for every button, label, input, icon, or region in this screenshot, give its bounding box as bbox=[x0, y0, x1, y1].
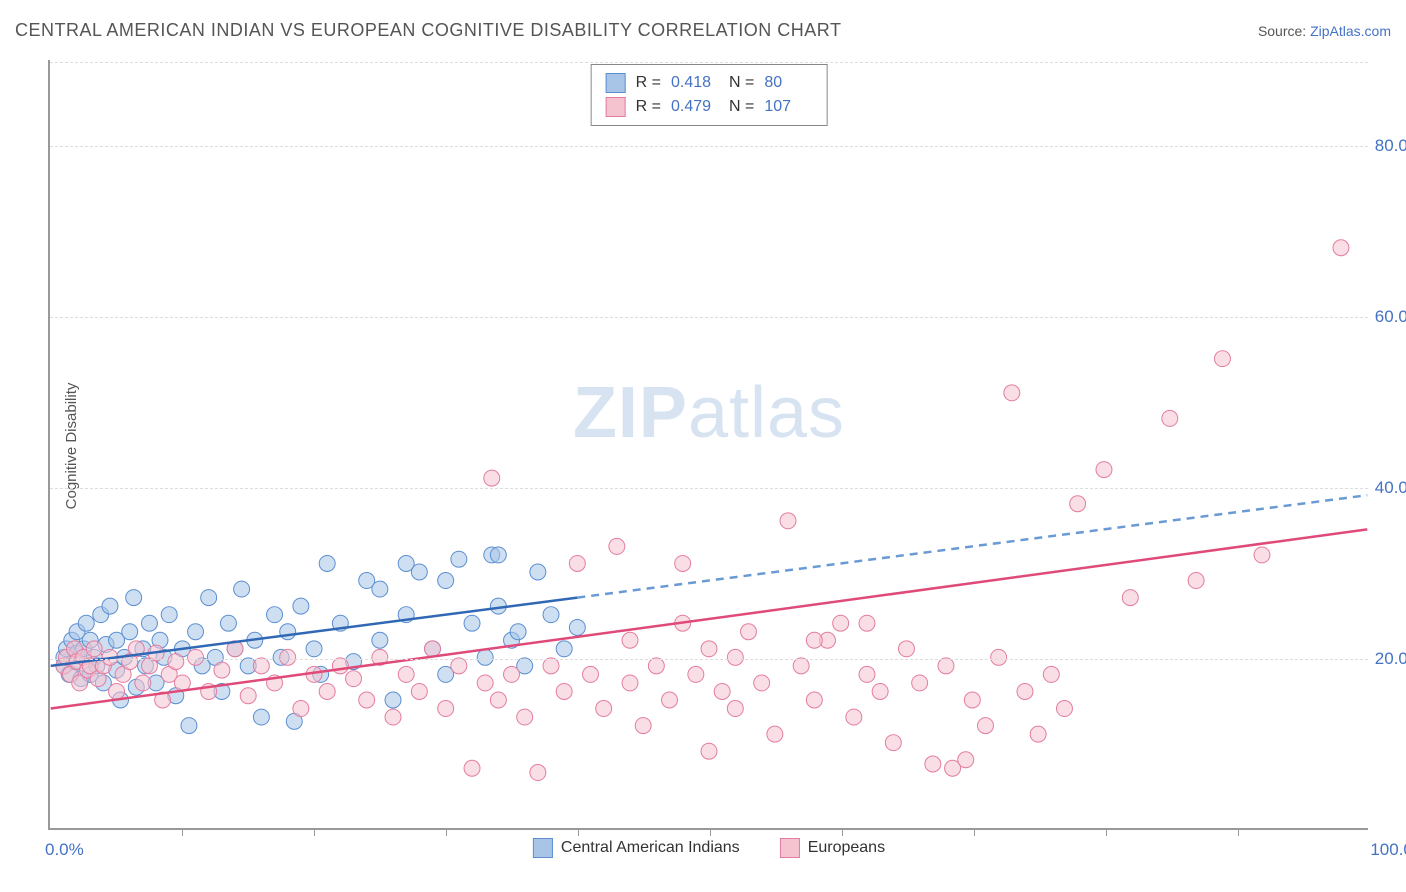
legend-swatch-cai bbox=[533, 838, 553, 858]
stats-row-cai: R = 0.418 N = 80 bbox=[606, 71, 813, 95]
stat-n-cai: 80 bbox=[764, 74, 812, 92]
stat-n-label: N = bbox=[729, 74, 754, 92]
source-link[interactable]: ZipAtlas.com bbox=[1310, 23, 1391, 39]
stat-n-label-2: N = bbox=[729, 98, 754, 116]
y-tick-label: 60.0% bbox=[1375, 307, 1406, 327]
legend-label-cai: Central American Indians bbox=[561, 839, 740, 857]
x-min-label: 0.0% bbox=[45, 840, 84, 860]
bottom-legend: Central American Indians Europeans bbox=[533, 838, 885, 858]
source-label: Source: ZipAtlas.com bbox=[1258, 23, 1391, 39]
swatch-cai bbox=[606, 73, 626, 93]
swatch-eur bbox=[606, 97, 626, 117]
stats-row-eur: R = 0.479 N = 107 bbox=[606, 95, 813, 119]
stat-r-label: R = bbox=[636, 74, 661, 92]
legend-item-eur: Europeans bbox=[780, 838, 885, 858]
x-max-label: 100.0% bbox=[1370, 840, 1406, 860]
scatter-svg bbox=[50, 60, 1368, 828]
y-tick-label: 40.0% bbox=[1375, 478, 1406, 498]
source-prefix: Source: bbox=[1258, 23, 1310, 39]
legend-item-cai: Central American Indians bbox=[533, 838, 740, 858]
plot-area: ZIPatlas R = 0.418 N = 80 R = 0.479 N = … bbox=[48, 60, 1368, 830]
y-tick-label: 20.0% bbox=[1375, 649, 1406, 669]
stat-r-cai: 0.418 bbox=[671, 74, 719, 92]
stat-r-label-2: R = bbox=[636, 98, 661, 116]
y-tick-label: 80.0% bbox=[1375, 136, 1406, 156]
stat-n-eur: 107 bbox=[764, 98, 812, 116]
stats-box: R = 0.418 N = 80 R = 0.479 N = 107 bbox=[591, 64, 828, 126]
legend-label-eur: Europeans bbox=[808, 839, 885, 857]
stat-r-eur: 0.479 bbox=[671, 98, 719, 116]
chart-title: CENTRAL AMERICAN INDIAN VS EUROPEAN COGN… bbox=[15, 20, 841, 41]
legend-swatch-eur bbox=[780, 838, 800, 858]
